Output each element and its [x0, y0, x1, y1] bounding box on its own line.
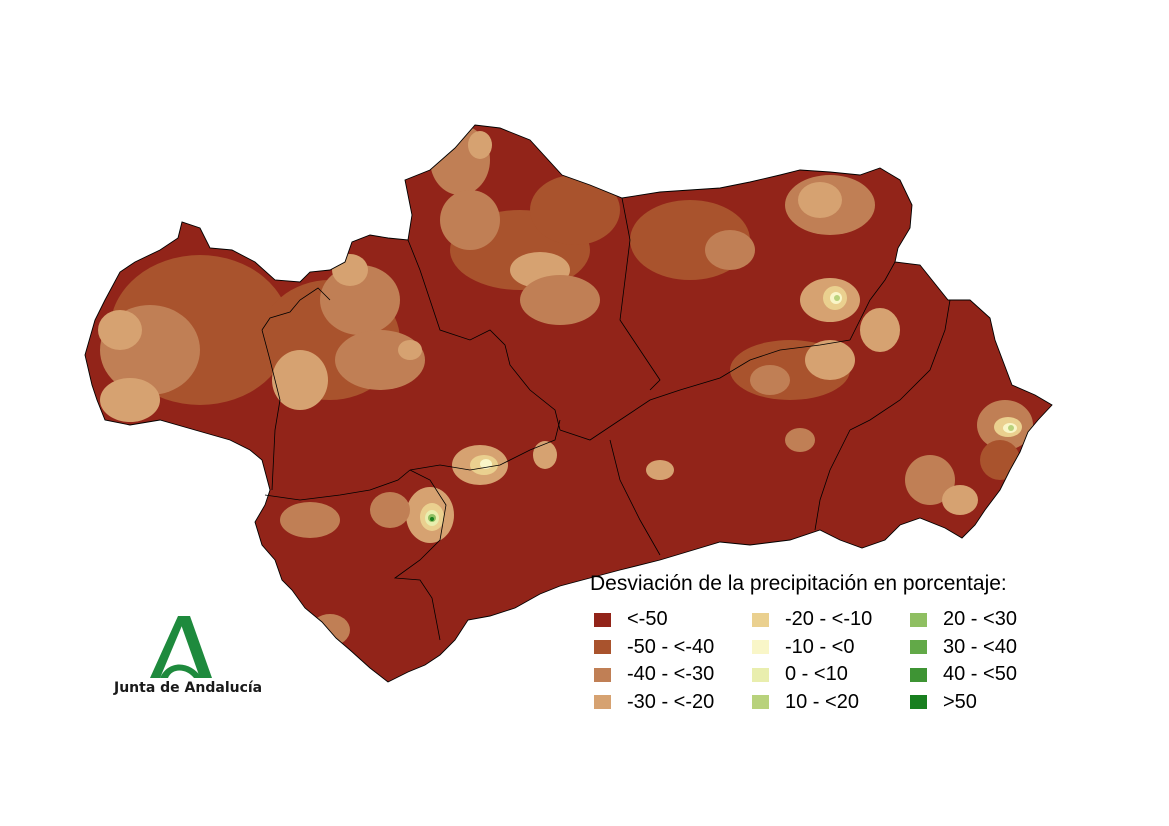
anomaly-patch — [440, 190, 500, 250]
legend-title: Desviación de la precipitación en porcen… — [590, 572, 1007, 595]
anomaly-patch — [398, 340, 422, 360]
legend-item: -30 - <-20 — [590, 689, 748, 717]
anomaly-patch — [310, 614, 350, 646]
anomaly-patch — [646, 460, 674, 480]
anomaly-patch — [980, 440, 1020, 480]
legend-swatch — [910, 695, 927, 710]
anomaly-patch — [430, 517, 434, 521]
legend-swatch — [752, 667, 769, 682]
legend-swatch — [910, 612, 927, 627]
legend-item: <-50 — [590, 606, 748, 634]
legend-item: -10 - <0 — [748, 634, 906, 662]
anomaly-patch — [272, 350, 328, 410]
anomaly-patch — [100, 378, 160, 422]
legend-swatch — [752, 640, 769, 655]
legend-item: -50 - <-40 — [590, 634, 748, 662]
anomaly-patch — [468, 131, 492, 159]
anomaly-patch — [530, 175, 620, 245]
map-legend: Desviación de la precipitación en porcen… — [590, 572, 1060, 716]
anomaly-patch — [705, 230, 755, 270]
anomaly-patch — [520, 275, 600, 325]
legend-item: 0 - <10 — [748, 661, 906, 689]
anomaly-patch — [860, 308, 900, 352]
legend-label: -40 - <-30 — [627, 663, 715, 686]
anomaly-patch — [533, 441, 557, 469]
legend-swatch — [594, 640, 611, 655]
legend-label: -20 - <-10 — [785, 608, 873, 631]
anomaly-patch — [798, 182, 842, 218]
anomaly-patch — [834, 295, 840, 301]
legend-item: -40 - <-30 — [590, 661, 748, 689]
legend-label: 30 - <40 — [943, 635, 1017, 658]
legend-item: 10 - <20 — [748, 689, 906, 717]
legend-item: >50 — [906, 689, 1056, 717]
legend-label: >50 — [943, 690, 977, 713]
anomaly-patch — [805, 340, 855, 380]
legend-label: 10 - <20 — [785, 690, 859, 713]
legend-swatch — [594, 667, 611, 682]
anomaly-patch — [750, 365, 790, 395]
legend-label: 20 - <30 — [943, 608, 1017, 631]
junta-andalucia-logo-icon — [150, 616, 212, 678]
legend-label: 0 - <10 — [785, 663, 848, 686]
legend-grid: <-50 -50 - <-40 -40 - <-30 -30 - <-20 -20 - … — [590, 606, 1060, 716]
legend-item: 40 - <50 — [906, 661, 1056, 689]
anomaly-patch — [280, 502, 340, 538]
legend-label: <-50 — [627, 608, 668, 631]
legend-swatch — [594, 695, 611, 710]
anomaly-patch — [785, 428, 815, 452]
legend-label: -30 - <-20 — [627, 690, 715, 713]
legend-swatch — [752, 695, 769, 710]
legend-label: 40 - <50 — [943, 663, 1017, 686]
province-borders — [261, 197, 951, 641]
legend-swatch — [910, 640, 927, 655]
legend-item: -20 - <-10 — [748, 606, 906, 634]
anomaly-patch — [1008, 425, 1014, 431]
anomaly-patch — [335, 330, 425, 390]
logo-text: Junta de Andalucía — [114, 680, 263, 696]
legend-label: -10 - <0 — [785, 635, 855, 658]
legend-label: -50 - <-40 — [627, 635, 715, 658]
anomaly-patch — [332, 254, 368, 286]
legend-swatch — [752, 612, 769, 627]
legend-item: 20 - <30 — [906, 606, 1056, 634]
legend-swatch — [594, 612, 611, 627]
legend-swatch — [910, 667, 927, 682]
anomaly-patch — [98, 310, 142, 350]
anomaly-patch — [942, 485, 978, 515]
legend-item: 30 - <40 — [906, 634, 1056, 662]
anomaly-patch — [905, 455, 955, 505]
anomaly-patch — [370, 492, 410, 528]
